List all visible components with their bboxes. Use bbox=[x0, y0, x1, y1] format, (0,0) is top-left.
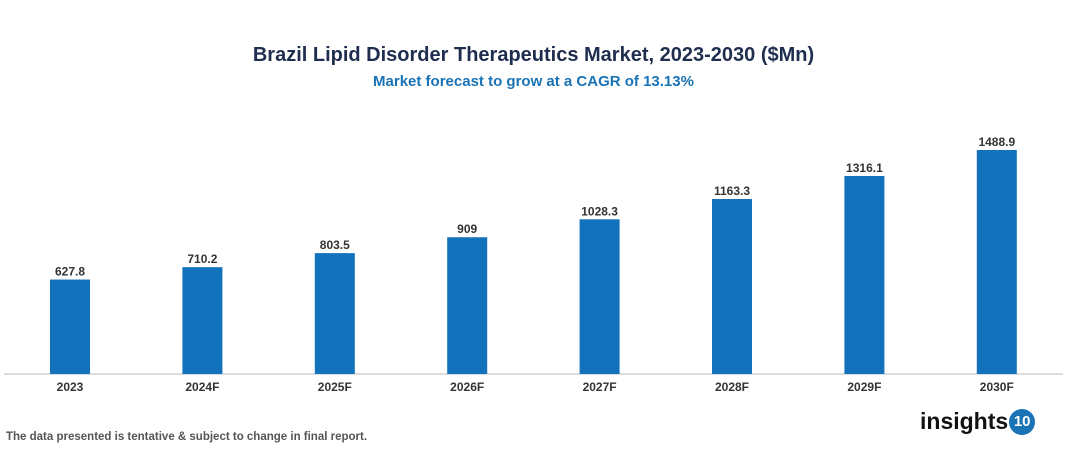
bar bbox=[314, 253, 355, 374]
x-tick-label: 2029F bbox=[847, 380, 881, 394]
data-label: 1028.3 bbox=[581, 204, 618, 218]
x-tick-label: 2023 bbox=[57, 380, 84, 394]
data-label: 1488.9 bbox=[978, 135, 1015, 149]
insights10-logo: insights 10 bbox=[920, 408, 1036, 435]
data-label: 627.8 bbox=[55, 265, 85, 279]
chart-subtitle: Market forecast to grow at a CAGR of 13.… bbox=[373, 73, 694, 90]
chart-title: Brazil Lipid Disorder Therapeutics Marke… bbox=[252, 44, 815, 66]
bar bbox=[182, 267, 223, 374]
bar bbox=[579, 219, 620, 374]
x-tick-label: 2025F bbox=[318, 380, 352, 394]
x-tick-label: 2027F bbox=[583, 380, 617, 394]
bar bbox=[50, 279, 90, 374]
x-tick-label: 2026F bbox=[450, 380, 484, 394]
bar bbox=[976, 150, 1017, 374]
logo-text: insights bbox=[920, 408, 1009, 434]
bar bbox=[447, 237, 488, 374]
bar bbox=[844, 175, 885, 374]
x-tick-label: 2024F bbox=[185, 380, 219, 394]
data-label: 803.5 bbox=[320, 238, 350, 252]
footnote: The data presented is tentative & subjec… bbox=[6, 431, 368, 443]
data-label: 1316.1 bbox=[846, 161, 883, 175]
x-tick-label: 2030F bbox=[980, 380, 1014, 394]
bar bbox=[712, 198, 752, 374]
data-label: 1163.3 bbox=[714, 184, 750, 198]
data-label: 909 bbox=[457, 222, 477, 236]
logo-badge: 10 bbox=[1009, 408, 1036, 435]
x-tick-label: 2028F bbox=[715, 380, 749, 394]
data-label: 710.2 bbox=[187, 252, 217, 266]
